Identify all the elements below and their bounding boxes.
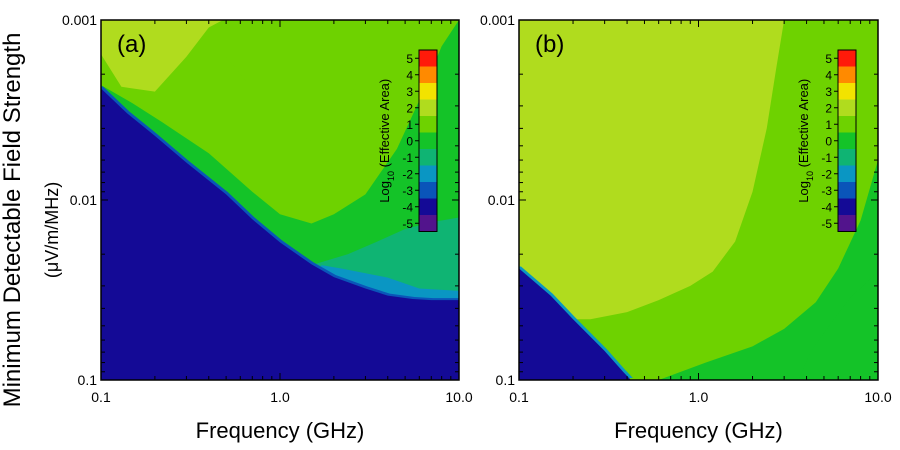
colorbar-tick-label: 0: [825, 134, 832, 148]
x-tick-label: 0.1: [509, 389, 529, 405]
x-tick-label: 1.0: [689, 389, 709, 405]
colorbar-label: Log10 (Effective Area): [796, 79, 815, 203]
panel-b: 0.1 1.0 10.0 0.001 0.01 0.1 Frequency (GHz) (b)…: [480, 12, 892, 443]
colorbar-tick-label: -1: [821, 151, 832, 165]
y-tick-label: 0.01: [70, 192, 97, 208]
colorbar-cell--3: [419, 182, 437, 199]
colorbar-cell-3: [419, 83, 437, 100]
colorbar-cell--4: [419, 198, 437, 215]
colorbar-tick-label: -3: [402, 184, 413, 198]
colorbar-cell-4: [419, 66, 437, 83]
colorbar-tick-label: 4: [406, 68, 413, 82]
colorbar-cell--2: [419, 165, 437, 182]
x-tick-label: 0.1: [91, 389, 111, 405]
colorbar-tick-label: -3: [821, 184, 832, 198]
contour-plot-area: [519, 20, 878, 380]
colorbar-tick-label: 5: [825, 52, 832, 66]
panel-label: (b): [535, 31, 564, 58]
colorbar: 5 4 3 2 1 0 -1 -2 -3 -4 -5 Log10 (Effective Area): [377, 49, 438, 232]
y-tick-label: 0.01: [488, 192, 515, 208]
contour-region-level--4: [101, 88, 459, 380]
contour-region-level--4: [519, 268, 631, 380]
y-axis-title-line1: Minimum Detectable Field Strength: [0, 33, 26, 408]
colorbar-tick-label: -4: [402, 200, 413, 214]
y-tick-label: 0.001: [480, 12, 515, 28]
colorbar-cell-3: [838, 83, 856, 100]
colorbar-cell--5: [838, 215, 856, 232]
x-tick-label: 10.0: [864, 389, 891, 405]
panel-a: 0.1 1.0 10.0 0.001 0.01 0.1 Frequency (GHz) (a)…: [62, 12, 473, 443]
x-tick-label: 1.0: [270, 389, 290, 405]
colorbar-tick-label: 4: [825, 68, 832, 82]
contour-region-level-2: [519, 20, 785, 380]
colorbar-tick-label: 1: [825, 118, 832, 132]
panel-label: (a): [117, 31, 146, 58]
colorbar-tick-label: -1: [402, 151, 413, 165]
colorbar-tick-label: 0: [406, 134, 413, 148]
colorbar-tick-label: -5: [821, 217, 832, 231]
colorbar-cell-1: [838, 116, 856, 133]
colorbar-tick-label: 2: [825, 101, 832, 115]
contour-region-level-2: [101, 20, 223, 92]
contour-region-level-0: [798, 271, 878, 380]
x-axis-title: Frequency (GHz): [196, 418, 365, 443]
colorbar: 5 4 3 2 1 0 -1 -2 -3 -4 -5 Log10 (Effective Area): [796, 49, 857, 232]
colorbar-cell-5: [419, 50, 437, 67]
colorbar-tick-label: -4: [821, 200, 832, 214]
contour-plot-area: [101, 20, 459, 380]
colorbar-label: Log10 (Effective Area): [377, 79, 396, 203]
colorbar-tick-label: 3: [406, 85, 413, 99]
colorbar-cell-4: [838, 66, 856, 83]
y-tick-label: 0.1: [78, 372, 98, 388]
colorbar-tick-label: 1: [406, 118, 413, 132]
y-axis-title-line2: (μV/m/MHz): [42, 182, 62, 278]
colorbar-tick-label: -2: [402, 167, 413, 181]
y-tick-label: 0.001: [62, 12, 97, 28]
colorbar-tick-label: 3: [825, 85, 832, 99]
colorbar-tick-label: -5: [402, 217, 413, 231]
colorbar-tick-label: 5: [406, 52, 413, 66]
colorbar-cell--5: [419, 215, 437, 232]
colorbar-cell--3: [838, 182, 856, 199]
contour-region-level-1: [193, 20, 378, 141]
colorbar-cell--1: [419, 149, 437, 166]
axis-ticks: [100, 19, 459, 380]
colorbar-frame: [418, 49, 438, 232]
colorbar-cell-2: [838, 99, 856, 116]
colorbar-cell-0: [419, 132, 437, 149]
colorbar-frame: [837, 49, 857, 232]
colorbar-cell-0: [838, 132, 856, 149]
y-tick-label: 0.1: [496, 372, 516, 388]
x-tick-label: 10.0: [445, 389, 472, 405]
colorbar-cell-1: [419, 116, 437, 133]
colorbar-cell--2: [838, 165, 856, 182]
colorbar-cell-5: [838, 50, 856, 67]
colorbar-cell--4: [838, 198, 856, 215]
colorbar-tick-label: -2: [821, 167, 832, 181]
axis-ticks: [518, 19, 878, 380]
colorbar-cell--1: [838, 149, 856, 166]
x-axis-title: Frequency (GHz): [614, 418, 783, 443]
colorbar-cell-2: [419, 99, 437, 116]
colorbar-tick-label: 2: [406, 101, 413, 115]
